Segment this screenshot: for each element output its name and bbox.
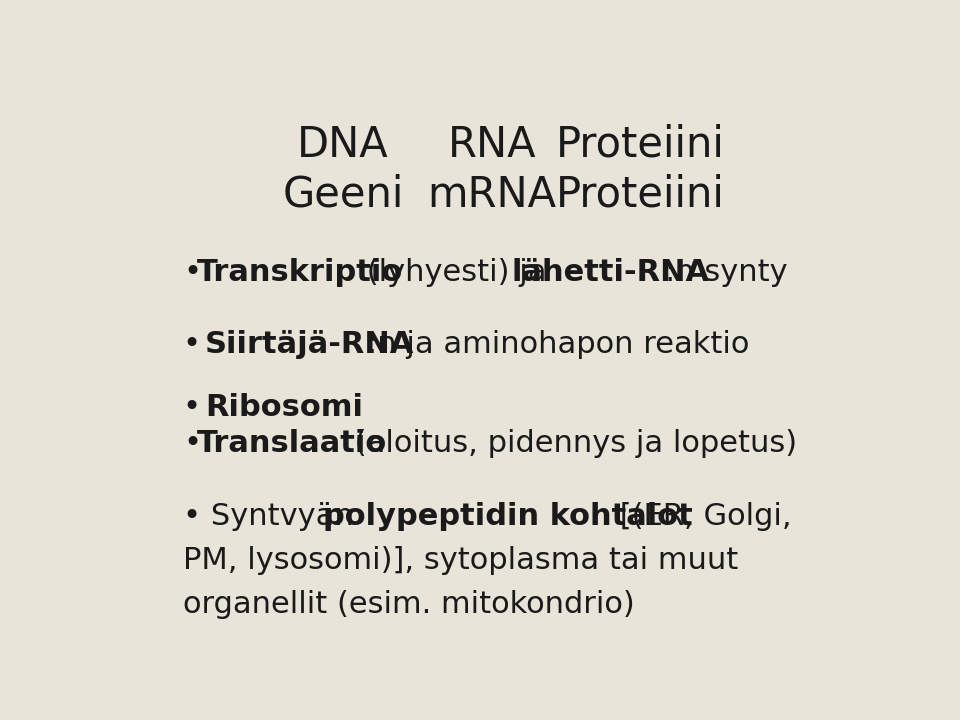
Text: Proteiini: Proteiini — [557, 174, 725, 215]
Text: RNA: RNA — [447, 124, 537, 166]
Text: Proteiini: Proteiini — [557, 124, 725, 166]
Text: Siirtäjä-RNA: Siirtäjä-RNA — [204, 330, 414, 359]
Text: • Syntvyän: • Syntvyän — [183, 502, 364, 531]
Text: polypeptidin kohtalot: polypeptidin kohtalot — [324, 502, 693, 531]
Text: (aloitus, pidennys ja lopetus): (aloitus, pidennys ja lopetus) — [345, 430, 797, 459]
Text: •: • — [183, 430, 202, 459]
Text: mRNA: mRNA — [427, 174, 557, 215]
Text: organellit (esim. mitokondrio): organellit (esim. mitokondrio) — [183, 590, 635, 619]
Text: :n synty: :n synty — [665, 258, 788, 287]
Text: (lyhyesti) ja: (lyhyesti) ja — [357, 258, 557, 287]
Text: Transkriptio: Transkriptio — [198, 258, 403, 287]
Text: Ribosomi: Ribosomi — [204, 393, 363, 423]
Text: Translaatio: Translaatio — [198, 430, 388, 459]
Text: [(ER, Golgi,: [(ER, Golgi, — [610, 502, 791, 531]
Text: PM, lysosomi)], sytoplasma tai muut: PM, lysosomi)], sytoplasma tai muut — [183, 546, 738, 575]
Text: •: • — [183, 330, 211, 359]
Text: •: • — [183, 393, 211, 423]
Text: lähetti-RNA: lähetti-RNA — [512, 258, 709, 287]
Text: DNA: DNA — [298, 124, 389, 166]
Text: Geeni: Geeni — [282, 174, 404, 215]
Text: :n ja aminohapon reaktio: :n ja aminohapon reaktio — [367, 330, 750, 359]
Text: •: • — [183, 258, 202, 287]
